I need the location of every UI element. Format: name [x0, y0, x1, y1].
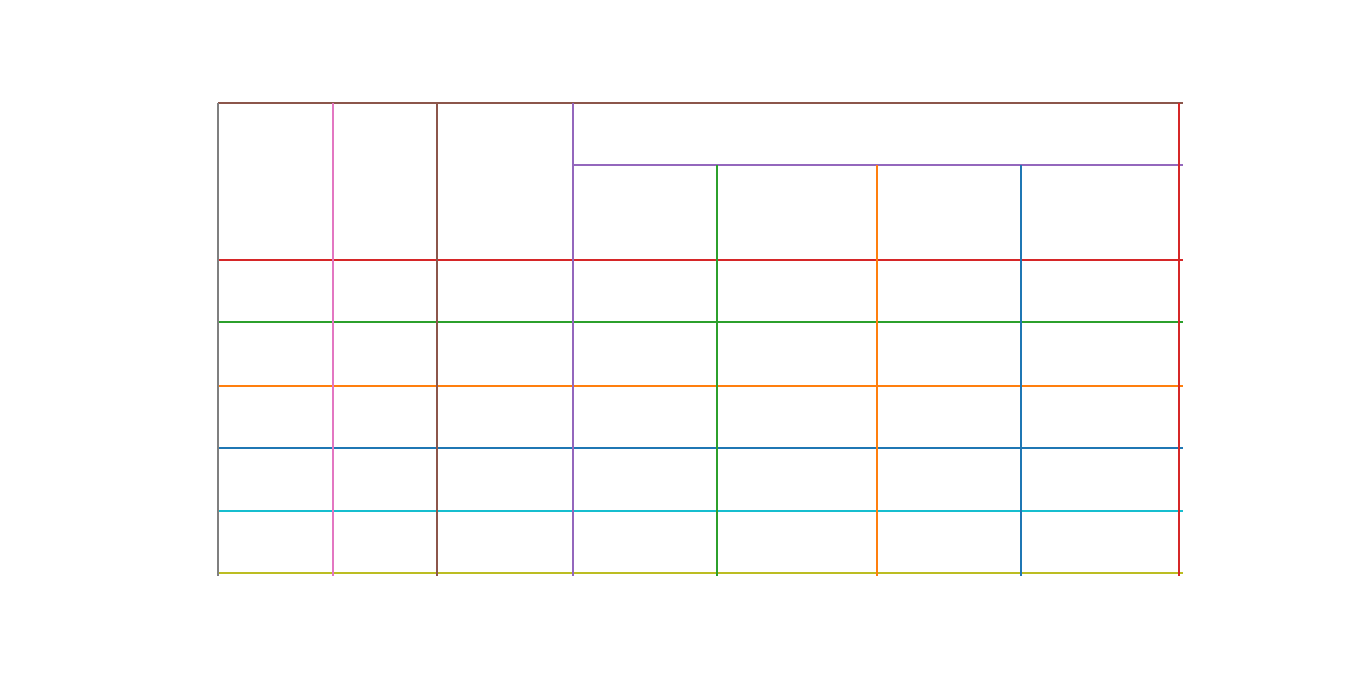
vline-purple — [572, 103, 574, 576]
vline-pink — [332, 103, 334, 576]
hline-cyan — [218, 510, 1183, 512]
hline-orange — [218, 385, 1183, 387]
vline-orange — [876, 165, 878, 576]
vline-brown — [436, 103, 438, 576]
vline-green — [716, 165, 718, 576]
vline-gray — [217, 103, 219, 576]
hline-blue — [218, 447, 1183, 449]
vline-red — [1178, 103, 1180, 576]
hline-olive — [218, 572, 1183, 574]
hline-green — [218, 321, 1183, 323]
hline-red — [218, 259, 1183, 261]
hline-purple — [573, 164, 1183, 166]
hline-brown — [218, 102, 1183, 104]
vline-blue — [1020, 165, 1022, 576]
